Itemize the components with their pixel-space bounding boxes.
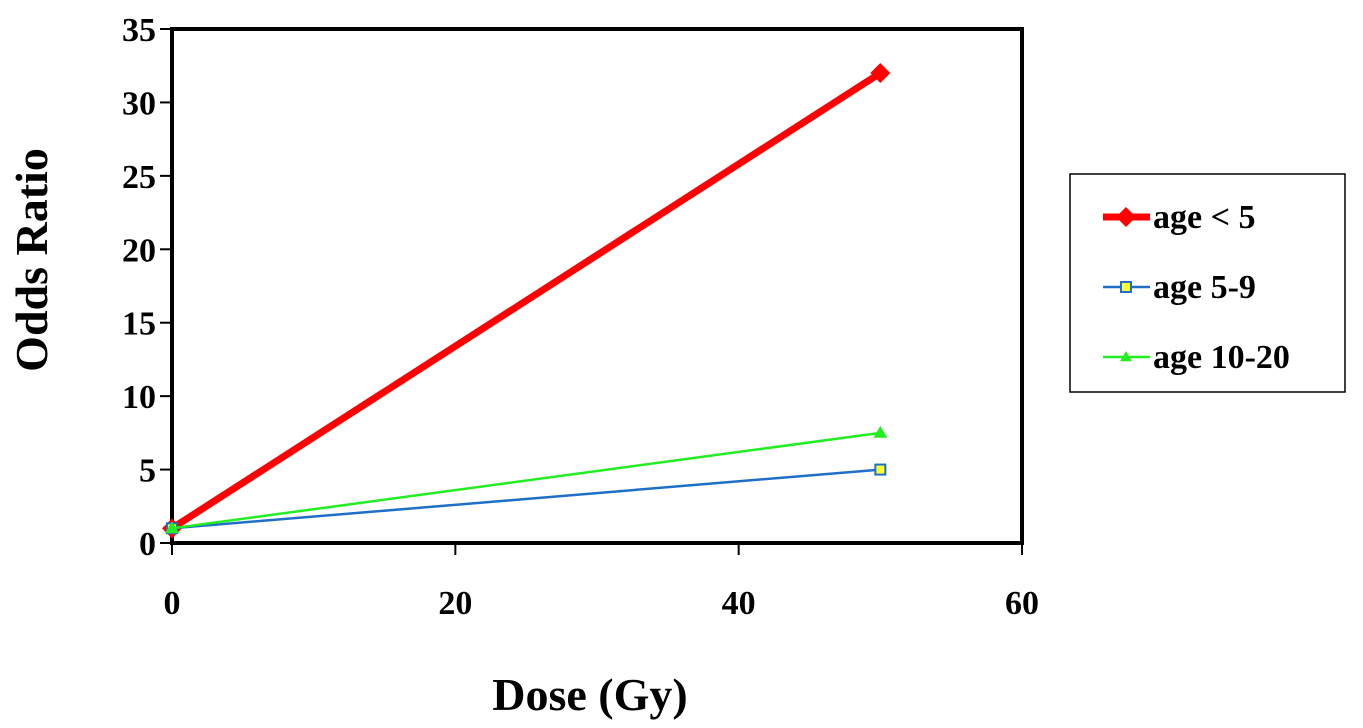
legend-label: age 5-9	[1153, 269, 1256, 306]
y-tick-label: 35	[122, 12, 156, 49]
legend-item: age 10-20	[1103, 339, 1290, 376]
series-line	[170, 70, 883, 532]
x-tick-label: 40	[722, 585, 756, 622]
data-point-triangle	[1120, 351, 1132, 362]
y-tick-label: 5	[139, 453, 156, 490]
y-tick-label: 10	[122, 379, 156, 416]
legend-item: age < 5	[1103, 199, 1255, 236]
series-line	[171, 431, 881, 530]
data-point-triangle	[165, 521, 179, 534]
legend-label: age < 5	[1153, 199, 1255, 236]
y-tick-label: 25	[122, 159, 156, 196]
legend-label: age 10-20	[1153, 339, 1290, 376]
series-age-10-20	[165, 425, 888, 534]
y-tick-label: 15	[122, 306, 156, 343]
series-layer	[162, 63, 891, 539]
y-axis-title: Odds Ratio	[6, 148, 57, 372]
legend: age < 5 age 5-9 age 10-20	[1069, 173, 1346, 393]
y-axis: 0 5 10 15 20 25 30 35	[122, 12, 172, 563]
legend-item: age 5-9	[1103, 269, 1256, 306]
x-tick-label: 20	[438, 585, 472, 622]
y-tick-label: 0	[139, 526, 156, 563]
legend-box	[1069, 173, 1346, 393]
data-point-triangle	[873, 425, 888, 438]
data-point-diamond	[870, 63, 891, 84]
plot-area	[170, 27, 1024, 545]
x-tick-label: 60	[1005, 585, 1039, 622]
data-point-square	[1120, 281, 1132, 293]
series-line	[171, 468, 881, 530]
x-tick-label: 0	[164, 585, 181, 622]
data-point-square	[874, 463, 887, 476]
x-axis: 0 20 40 60	[164, 543, 1039, 622]
data-point-diamond	[1116, 207, 1136, 227]
y-tick-label: 30	[122, 85, 156, 122]
y-tick-label: 20	[122, 232, 156, 269]
x-axis-title: Dose (Gy)	[492, 669, 687, 720]
